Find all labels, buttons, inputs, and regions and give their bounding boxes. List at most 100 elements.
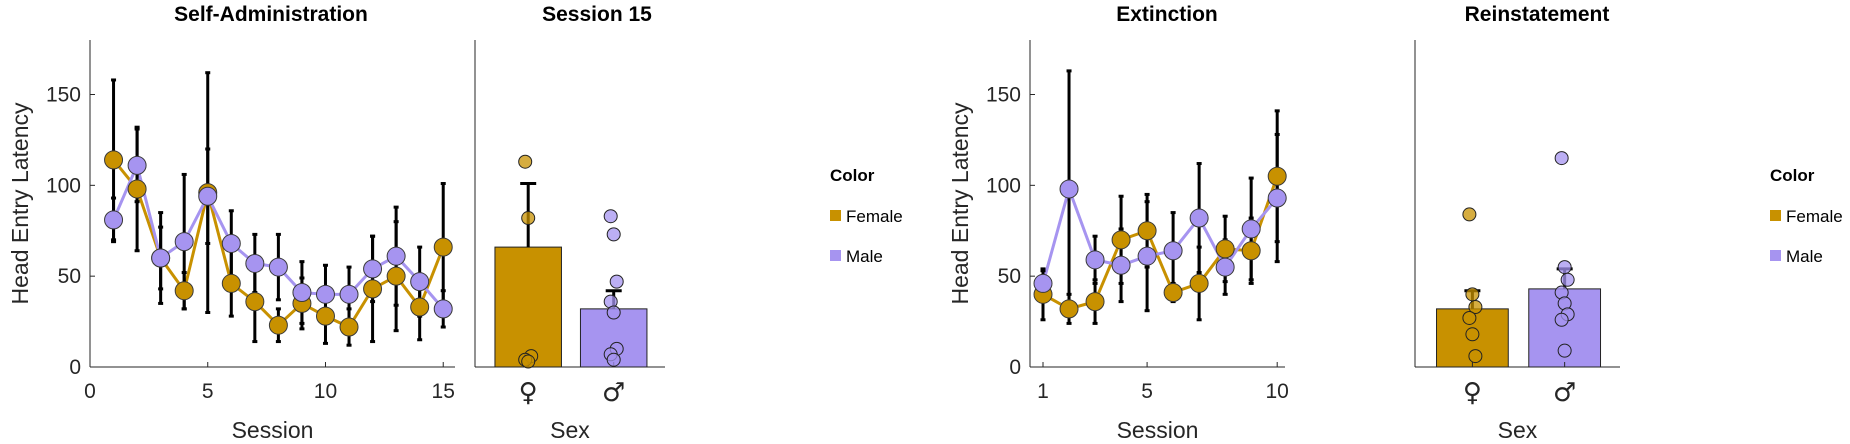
legend-female-swatch — [1770, 210, 1781, 221]
data-point-female — [174, 281, 194, 301]
y-axis-label: Head Entry Latency — [947, 102, 973, 305]
x-axis-label: Sex — [1498, 417, 1538, 443]
data-point-male — [1033, 273, 1053, 293]
data-point-male — [1137, 246, 1157, 266]
x-tick-label: 0 — [84, 380, 96, 403]
x-tick-label: ♀ — [1463, 378, 1482, 408]
individual-point — [1557, 260, 1572, 275]
data-point-male — [1267, 188, 1287, 208]
data-point-male — [433, 299, 453, 319]
y-tick-label: 150 — [986, 84, 1021, 107]
legend-female-swatch — [830, 210, 841, 221]
data-point-male — [315, 284, 335, 304]
chart-extinction: Extinction 0 50 100 150 1 5 10 Session Head Entry… — [947, 3, 1289, 443]
data-point-male — [1163, 241, 1183, 261]
data-point-male — [410, 272, 430, 292]
chart-reinstatement: Reinstatement ♀ ♂ Sex — [1414, 3, 1620, 443]
data-point-male — [174, 232, 194, 252]
data-point-male — [1111, 255, 1131, 275]
data-point-female — [1059, 299, 1079, 319]
individual-point — [1462, 310, 1477, 325]
legend-left: Color Female Male — [830, 166, 903, 266]
data-point-female — [104, 150, 124, 170]
data-point-male — [127, 155, 147, 175]
individual-point — [1468, 349, 1483, 364]
data-point-female — [363, 279, 383, 299]
y-tick-label: 100 — [46, 174, 81, 197]
data-point-female — [1163, 283, 1183, 303]
data-point-male — [292, 283, 312, 303]
x-tick-label: 15 — [432, 380, 455, 403]
x-tick-label: ♂ — [602, 378, 625, 408]
series-line-male — [1041, 184, 1279, 284]
legend-male-swatch — [830, 250, 841, 261]
y-tick-label: 0 — [1009, 356, 1021, 379]
x-tick-label: 10 — [1266, 380, 1289, 403]
data-point-male — [386, 246, 406, 266]
y-tick-label: 0 — [69, 356, 81, 379]
data-point-male — [363, 259, 383, 279]
data-point-male — [339, 284, 359, 304]
x-tick-label: ♂ — [1553, 378, 1576, 408]
individual-point — [1468, 300, 1483, 315]
x-axis-label: Session — [232, 417, 314, 443]
data-point-female — [1137, 221, 1157, 241]
data-point-male — [1085, 250, 1105, 270]
legend-title: Color — [830, 166, 875, 185]
chart-title: Extinction — [1116, 3, 1218, 26]
data-point-male — [1189, 208, 1209, 228]
x-axis-label: Sex — [550, 417, 590, 443]
data-point-male — [221, 233, 241, 253]
data-point-male — [198, 186, 218, 206]
legend-title: Color — [1770, 166, 1815, 185]
y-tick-label: 100 — [986, 174, 1021, 197]
data-point-female — [433, 237, 453, 257]
data-point-female — [268, 315, 288, 335]
individual-point — [1465, 327, 1480, 342]
bar-female — [494, 246, 562, 368]
chart-title: Self-Administration — [174, 3, 368, 26]
data-point-female — [1215, 239, 1235, 259]
individual-point — [1557, 343, 1572, 358]
legend-female-label: Female — [846, 207, 903, 226]
individual-point — [1554, 151, 1569, 166]
data-point-male — [1059, 179, 1079, 199]
x-axis-label: Session — [1117, 417, 1199, 443]
chart-session15: Session 15 ♀ ♂ Sex — [474, 3, 665, 443]
data-point-female — [221, 273, 241, 293]
x-tick-label: ♀ — [519, 378, 538, 408]
data-point-female — [315, 306, 335, 326]
y-axis-label: Head Entry Latency — [7, 102, 33, 305]
data-point-female — [1267, 166, 1287, 186]
legend-male-label: Male — [846, 247, 883, 266]
y-tick-label: 50 — [58, 265, 81, 288]
individual-point — [606, 352, 621, 367]
data-point-male — [1215, 257, 1235, 277]
x-tick-label: 5 — [202, 380, 214, 403]
y-tick-label: 150 — [46, 84, 81, 107]
individual-point — [1560, 272, 1575, 287]
individual-point — [1462, 207, 1477, 222]
data-point-female — [339, 317, 359, 337]
chart-title: Session 15 — [542, 3, 652, 26]
data-point-male — [104, 210, 124, 230]
individual-point — [518, 154, 533, 169]
individual-point — [603, 209, 618, 224]
x-tick-label: 5 — [1141, 380, 1153, 403]
data-point-female — [386, 266, 406, 286]
chart-selfadmin: Self-Administration 0 50 100 150 0 5 10 15 Sessio… — [7, 3, 455, 443]
legend-female-label: Female — [1786, 207, 1843, 226]
individual-point — [609, 274, 624, 289]
data-point-female — [127, 179, 147, 199]
legend-right: Color Female Male — [1770, 166, 1843, 266]
legend-male-label: Male — [1786, 247, 1823, 266]
chart-title: Reinstatement — [1465, 3, 1610, 26]
x-tick-label: 10 — [314, 380, 337, 403]
data-point-male — [151, 248, 171, 268]
individual-point — [521, 211, 536, 226]
individual-point — [1465, 287, 1480, 302]
individual-point — [606, 227, 621, 242]
individual-point — [521, 354, 536, 369]
y-tick-label: 50 — [998, 265, 1021, 288]
